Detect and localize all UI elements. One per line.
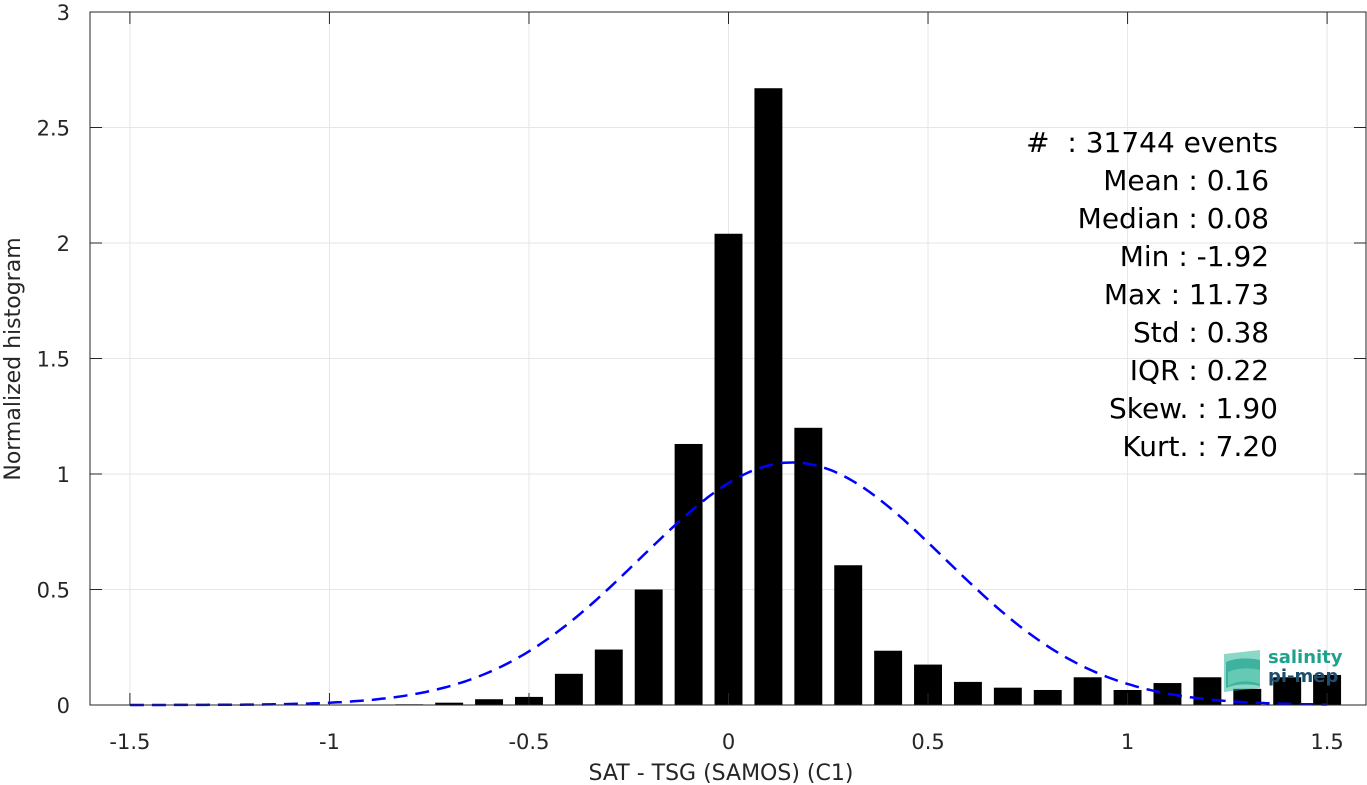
axes-frame xyxy=(89,11,1367,706)
x-tick-label: -0.5 xyxy=(508,730,549,754)
histogram-bar xyxy=(435,702,464,705)
histogram-bar xyxy=(953,681,982,705)
logo-line1: salinity xyxy=(1268,647,1343,668)
stat-line: Max : 11.73 xyxy=(1103,278,1278,311)
x-tick-label: -1 xyxy=(319,730,340,754)
stat-line: Min : -1.92 xyxy=(1119,240,1278,273)
y-tick-labels: 0 0.5 1 1.5 2 2.5 3 xyxy=(37,1,70,718)
histogram-bar xyxy=(834,565,863,705)
statistics-box: # : 31744 events Mean : 0.16 Median : 0.0… xyxy=(1026,124,1278,466)
stat-line: Mean : 0.16 xyxy=(1103,164,1278,197)
histogram-bar xyxy=(475,699,504,705)
y-axis-title: Normalized histogram xyxy=(1,237,26,480)
x-tick-label: 0 xyxy=(722,730,735,754)
histogram-bar xyxy=(993,687,1022,705)
y-tick-label: 2.5 xyxy=(37,117,70,141)
histogram-bars xyxy=(395,88,1342,706)
y-tick-label: 3 xyxy=(57,1,70,25)
histogram-bar xyxy=(874,650,903,705)
x-tick-label: 0.5 xyxy=(911,730,944,754)
x-tick-label: 1 xyxy=(1121,730,1134,754)
salinity-pimep-logo: salinity pi-mep xyxy=(1220,648,1350,694)
histogram-bar xyxy=(714,233,743,705)
stat-line: Skew. : 1.90 xyxy=(1108,392,1278,425)
stat-line: Std : 0.38 xyxy=(1132,316,1278,349)
stat-line: # : 31744 events xyxy=(1026,126,1278,159)
stat-line: Median : 0.08 xyxy=(1077,202,1278,235)
logo-line2: pi-mep xyxy=(1268,666,1339,687)
histogram-bar xyxy=(1073,677,1102,705)
histogram-bar xyxy=(594,649,623,705)
x-tick-labels: -1.5 -1 -0.5 0 0.5 1 1.5 xyxy=(109,730,1343,754)
y-tick-label: 2 xyxy=(57,232,70,256)
stat-line: Kurt. : 7.20 xyxy=(1122,430,1278,463)
y-tick-label: 1 xyxy=(57,463,70,487)
x-axis-title: SAT - TSG (SAMOS) (C1) xyxy=(589,761,854,785)
histogram-bar xyxy=(1153,683,1182,705)
y-tick-label: 0.5 xyxy=(37,579,70,603)
x-tick-label: -1.5 xyxy=(109,730,150,754)
x-tick-label: 1.5 xyxy=(1310,730,1343,754)
histogram-bar xyxy=(1273,677,1302,705)
y-tick-label: 0 xyxy=(57,694,70,718)
histogram-bar xyxy=(1033,689,1062,705)
histogram-bar xyxy=(554,673,583,705)
histogram-bar xyxy=(674,443,703,705)
histogram-bar xyxy=(634,589,663,705)
waves-logo-icon xyxy=(1224,650,1260,692)
histogram-bar xyxy=(754,88,783,706)
y-tick-label: 1.5 xyxy=(37,348,70,372)
stat-line: IQR : 0.22 xyxy=(1129,354,1278,387)
histogram-bar xyxy=(794,427,823,705)
